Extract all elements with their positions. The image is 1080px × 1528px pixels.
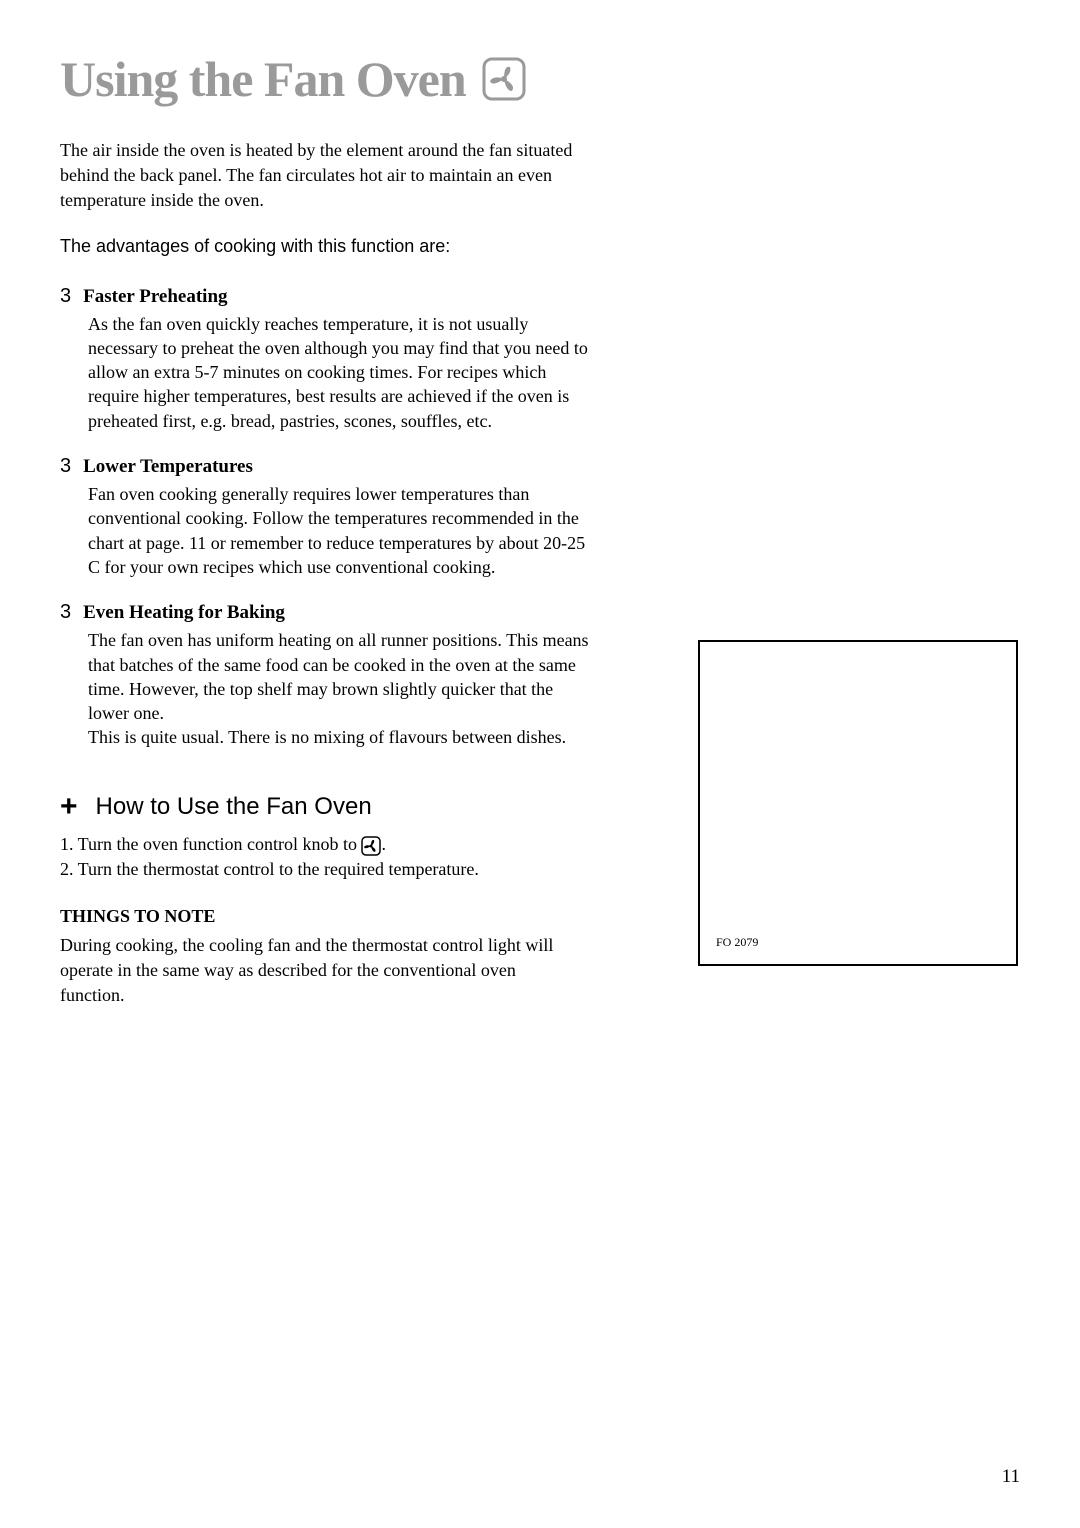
plus-icon: +: [60, 790, 78, 824]
page-title: Using the Fan Oven: [60, 50, 466, 108]
page-number: 11: [1002, 1466, 1020, 1488]
section-title: Even Heating for Baking: [83, 602, 285, 624]
step-1-pre: 1. Turn the oven function control knob t…: [60, 834, 361, 854]
howto-title: How to Use the Fan Oven: [96, 793, 372, 821]
section-marker: 3: [60, 285, 71, 308]
figure-box: FO 2079: [698, 640, 1018, 966]
section-lower-temperatures: 3 Lower Temperatures Fan oven cooking ge…: [60, 455, 590, 579]
howto-steps: 1. Turn the oven function control knob t…: [60, 832, 580, 882]
section-title: Faster Preheating: [83, 286, 227, 308]
figure-label: FO 2079: [716, 935, 758, 950]
fan-oven-icon-inline: [361, 836, 381, 856]
section-even-heating: 3 Even Heating for Baking The fan oven h…: [60, 601, 590, 749]
section-marker: 3: [60, 601, 71, 624]
section-marker: 3: [60, 455, 71, 478]
section-body: As the fan oven quickly reaches temperat…: [60, 312, 590, 433]
section-head: 3 Lower Temperatures: [60, 455, 590, 478]
section-faster-preheating: 3 Faster Preheating As the fan oven quic…: [60, 285, 590, 433]
section-head: 3 Even Heating for Baking: [60, 601, 590, 624]
step-2: 2. Turn the thermostat control to the re…: [60, 859, 479, 879]
advantages-line: The advantages of cooking with this func…: [60, 236, 1020, 257]
things-body: During cooking, the cooling fan and the …: [60, 933, 580, 1009]
title-row: Using the Fan Oven: [60, 50, 1020, 108]
section-body: Fan oven cooking generally requires lowe…: [60, 482, 590, 579]
section-body: The fan oven has uniform heating on all …: [60, 628, 590, 749]
section-title: Lower Temperatures: [83, 456, 253, 478]
section-head: 3 Faster Preheating: [60, 285, 590, 308]
intro-paragraph: The air inside the oven is heated by the…: [60, 138, 580, 214]
fan-oven-icon: [482, 57, 526, 101]
step-1-post: .: [381, 834, 386, 854]
